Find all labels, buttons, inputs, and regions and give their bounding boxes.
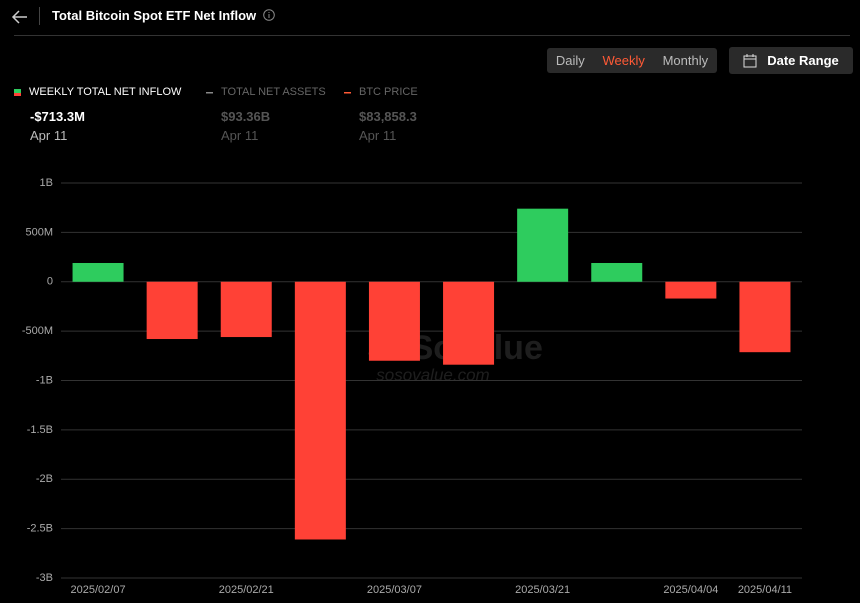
- calendar-icon: [743, 53, 757, 67]
- legend-date: Apr 11: [30, 128, 68, 143]
- tab[interactable]: Weekly: [602, 53, 645, 68]
- legend-value: $93.36B: [221, 109, 271, 124]
- y-tick-label: -3B: [36, 572, 53, 584]
- bar: [72, 262, 124, 282]
- x-tick-label: 2025/04/04: [663, 584, 718, 596]
- y-tick-label: 1B: [40, 177, 53, 189]
- bar: [146, 281, 198, 340]
- legend-item: WEEKLY TOTAL NET INFLOW: [14, 86, 181, 98]
- date-range-label: Date Range: [767, 53, 839, 68]
- legend-item: BTC PRICE: [344, 86, 418, 98]
- y-tick-label: 500M: [25, 226, 53, 238]
- date-range-button[interactable]: Date Range: [729, 47, 853, 74]
- y-tick-label: -1B: [36, 374, 53, 386]
- legend-date: Apr 11: [221, 128, 259, 143]
- y-tick-label: -2.5B: [27, 523, 53, 535]
- bar: [739, 281, 791, 353]
- legend-icon: [206, 91, 213, 93]
- legend-value: $83,858.3: [359, 109, 417, 124]
- period-tabs: Daily Weekly Monthly: [547, 48, 717, 73]
- x-tick-label: 2025/03/21: [515, 584, 570, 596]
- x-tick-label: 2025/02/21: [219, 584, 274, 596]
- tab[interactable]: Monthly: [662, 53, 709, 68]
- tab[interactable]: Daily: [555, 53, 585, 68]
- divider: [39, 7, 40, 25]
- y-tick-label: -1.5B: [27, 424, 53, 436]
- bar: [220, 281, 272, 338]
- bar: [665, 281, 717, 299]
- bar: [368, 281, 420, 361]
- back-arrow[interactable]: [10, 8, 30, 26]
- legend-value: -$713.3M: [30, 109, 85, 124]
- legend-date: Apr 11: [359, 128, 397, 143]
- legend-item: TOTAL NET ASSETS: [206, 86, 326, 98]
- y-tick-label: -500M: [22, 325, 53, 337]
- legend-label: WEEKLY TOTAL NET INFLOW: [29, 86, 182, 98]
- page-title: Total Bitcoin Spot ETF Net Inflow: [52, 8, 275, 23]
- x-tick-label: 2025/03/07: [367, 584, 422, 596]
- legend-icon: [344, 91, 351, 93]
- info-icon[interactable]: [262, 9, 275, 21]
- bar: [517, 208, 569, 282]
- watermark-site: sosovalue.com: [376, 365, 489, 384]
- bar: [294, 281, 346, 540]
- bar: [443, 281, 495, 365]
- y-tick-label: -2B: [36, 473, 53, 485]
- legend-label: BTC PRICE: [359, 86, 418, 98]
- bar: [591, 262, 643, 282]
- x-tick-label: 2025/02/07: [71, 584, 126, 596]
- divider: [14, 35, 850, 36]
- x-tick-label: 2025/04/11: [738, 584, 792, 596]
- y-tick-label: 0: [47, 276, 53, 288]
- legend-icon: [14, 88, 21, 96]
- legend-label: TOTAL NET ASSETS: [221, 86, 326, 98]
